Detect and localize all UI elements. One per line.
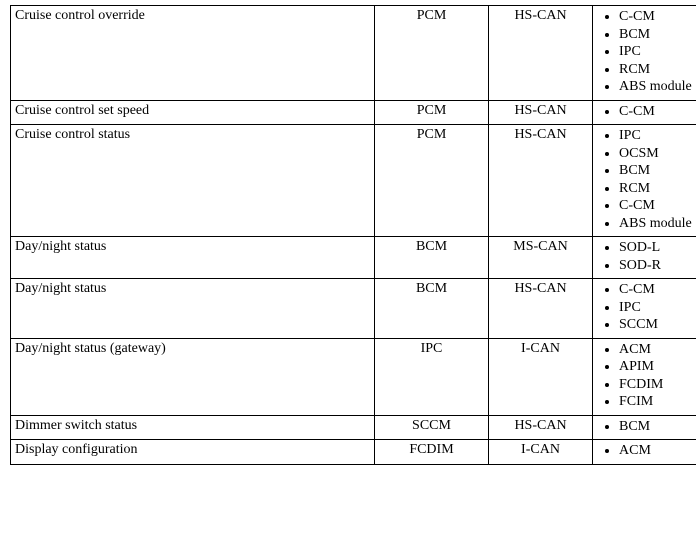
destination-item: SOD-R	[619, 257, 696, 275]
signal-bus: I-CAN	[489, 440, 593, 465]
destination-list: C-CMBCMIPCRCMABS module	[597, 8, 696, 96]
signal-description: Cruise control override	[11, 6, 375, 101]
signal-bus: HS-CAN	[489, 125, 593, 237]
destination-item: FCDIM	[619, 376, 696, 394]
table-row: Day/night statusBCMHS-CANC-CMIPCSCCM	[11, 279, 696, 339]
destination-list: BCM	[597, 418, 696, 436]
signal-bus: MS-CAN	[489, 237, 593, 279]
destination-item: OCSM	[619, 145, 696, 163]
signal-bus: HS-CAN	[489, 279, 593, 339]
table-row: Cruise control set speedPCMHS-CAN C-CM	[11, 100, 696, 125]
signal-destinations: SOD-LSOD-R	[593, 237, 696, 279]
table-row: Cruise control overridePCMHS-CANC-CMBCMI…	[11, 6, 696, 101]
signal-source: PCM	[375, 6, 489, 101]
destination-item: ACM	[619, 341, 696, 359]
signal-source: PCM	[375, 125, 489, 237]
destination-item: SCCM	[619, 316, 696, 334]
destination-list: ACM	[597, 442, 696, 460]
signal-description: Cruise control set speed	[11, 100, 375, 125]
destination-item: FCIM	[619, 393, 696, 411]
destination-item: BCM	[619, 418, 696, 436]
signal-source: PCM	[375, 100, 489, 125]
signal-bus: HS-CAN	[489, 100, 593, 125]
table-row: Display configurationFCDIMI-CAN ACM	[11, 440, 696, 465]
destination-item: ABS module	[619, 215, 696, 233]
destination-list: C-CM	[597, 103, 696, 121]
signal-source: SCCM	[375, 415, 489, 440]
destination-item: BCM	[619, 162, 696, 180]
signal-description: Cruise control status	[11, 125, 375, 237]
signal-destinations: ACM	[593, 440, 696, 465]
signal-bus: I-CAN	[489, 338, 593, 415]
signal-source: IPC	[375, 338, 489, 415]
signal-destinations: BCM	[593, 415, 696, 440]
destination-list: C-CMIPCSCCM	[597, 281, 696, 334]
destination-list: ACMAPIMFCDIMFCIM	[597, 341, 696, 411]
signal-description: Display configuration	[11, 440, 375, 465]
destination-item: IPC	[619, 299, 696, 317]
signal-destinations: C-CMIPCSCCM	[593, 279, 696, 339]
signal-description: Day/night status	[11, 279, 375, 339]
destination-list: IPCOCSMBCMRCMC-CMABS module	[597, 127, 696, 232]
table-row: Day/night statusBCMMS-CANSOD-LSOD-R	[11, 237, 696, 279]
destination-item: ACM	[619, 442, 696, 460]
destination-item: ABS module	[619, 78, 696, 96]
destination-list: SOD-LSOD-R	[597, 239, 696, 274]
destination-item: C-CM	[619, 197, 696, 215]
signal-destinations: ACMAPIMFCDIMFCIM	[593, 338, 696, 415]
table-row: Day/night status (gateway)IPCI-CANACMAPI…	[11, 338, 696, 415]
destination-item: RCM	[619, 180, 696, 198]
destination-item: SOD-L	[619, 239, 696, 257]
signal-source: BCM	[375, 237, 489, 279]
destination-item: C-CM	[619, 8, 696, 26]
destination-item: APIM	[619, 358, 696, 376]
table-row: Dimmer switch statusSCCMHS-CAN BCM	[11, 415, 696, 440]
signal-bus: HS-CAN	[489, 415, 593, 440]
destination-item: C-CM	[619, 281, 696, 299]
signal-description: Day/night status (gateway)	[11, 338, 375, 415]
signal-source: BCM	[375, 279, 489, 339]
signal-table: Cruise control overridePCMHS-CANC-CMBCMI…	[10, 5, 696, 465]
signal-source: FCDIM	[375, 440, 489, 465]
destination-item: BCM	[619, 26, 696, 44]
signal-destinations: IPCOCSMBCMRCMC-CMABS module	[593, 125, 696, 237]
table-row: Cruise control statusPCMHS-CANIPCOCSMBCM…	[11, 125, 696, 237]
destination-item: IPC	[619, 43, 696, 61]
destination-item: RCM	[619, 61, 696, 79]
signal-destinations: C-CM	[593, 100, 696, 125]
destination-item: C-CM	[619, 103, 696, 121]
signal-destinations: C-CMBCMIPCRCMABS module	[593, 6, 696, 101]
signal-description: Day/night status	[11, 237, 375, 279]
signal-bus: HS-CAN	[489, 6, 593, 101]
signal-description: Dimmer switch status	[11, 415, 375, 440]
destination-item: IPC	[619, 127, 696, 145]
